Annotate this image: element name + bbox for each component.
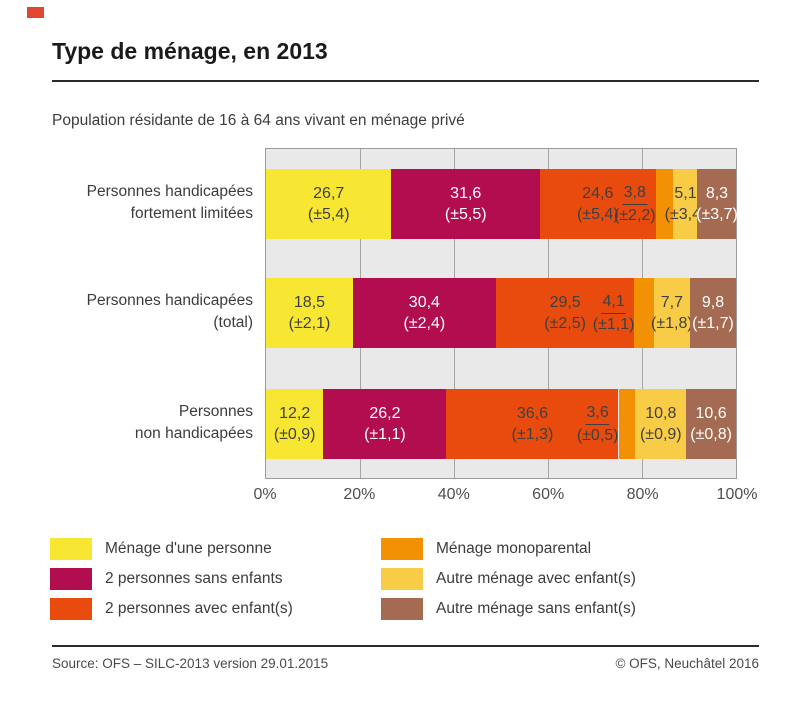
legend-label: 2 personnes sans enfants [105,570,283,587]
bar-row: 18,5 (±2,1) 30,4 (±2,4) 29,5 (±2,5) 4,1 (±1,1) 7… [266,278,736,348]
x-axis-tick: 100% [716,486,758,503]
bar-segment [697,169,737,239]
segment-value-label: 3,8 (±2,2) [613,184,656,224]
bar-segment [686,389,736,459]
segment-value-label: 10,6 (±0,8) [690,405,732,443]
x-axis-tick: 0% [253,486,277,503]
segment-value-label: 36,6 (±1,3) [511,405,554,443]
category-labels: Personnes handicapées fortement limitées P… [0,148,253,479]
segment-value-label: 5,1 (±3,4) [664,185,707,223]
segment-value-label: 18,5 (±2,1) [288,294,331,332]
x-axis-tick: 20% [343,486,376,503]
segment-value-label: 26,2 (±1,1) [364,405,406,443]
bar-segment [689,278,736,348]
legend-swatch [381,598,423,620]
legend-swatch [381,538,423,560]
segment-value-label: 4,1 (±1,1) [592,293,635,333]
legend-label: Autre ménage sans enfant(s) [436,600,636,617]
bar-row: 26,7 (±5,4) 31,6 (±5,5) 24,6 (±5,4) 3,8 (±2,2) 5… [266,169,738,239]
bar-segment [673,169,698,239]
bar-segment [391,169,540,239]
legend-item: Autre ménage sans enfant(s) [381,598,636,620]
legend-item: 2 personnes sans enfants [50,568,283,590]
segment-value-label: 12,2 (±0,9) [273,405,316,443]
legend-item: 2 personnes avec enfant(s) [50,598,293,620]
x-axis-tick: 80% [626,486,659,503]
legend-swatch [50,538,92,560]
segment-value-label: 24,6 (±5,4) [576,185,619,223]
footer-divider [52,645,759,647]
plot-area: 26,7 (±5,4) 31,6 (±5,5) 24,6 (±5,4) 3,8 (±2,2) 5… [265,148,738,479]
bar-segment [655,169,674,239]
x-axis-tick: 60% [532,486,565,503]
bar-segment [653,278,690,348]
title-divider [52,80,759,82]
bar-segment [634,278,654,348]
legend-item: Ménage monoparental [381,538,591,560]
segment-value-label: 31,6 (±5,5) [444,185,487,223]
legend-label: Ménage d'une personne [105,540,272,557]
bar-segment [266,278,353,348]
bar-row: 12,2 (±0,9) 26,2 (±1,1) 36,6 (±1,3) 3,6 (±0,5) 1… [266,389,736,459]
legend-swatch [381,568,423,590]
bar-segment [266,389,324,459]
legend-item: Ménage d'une personne [50,538,272,560]
bar-segment [635,389,687,459]
category-label: Personnes handicapées fortement limitées [86,183,253,222]
chart-title: Type de ménage, en 2013 [52,38,328,64]
segment-value-label: 29,5 (±2,5) [544,294,586,332]
chart-subtitle: Population résidante de 16 à 64 ans viva… [52,112,465,129]
bar-segment [266,169,392,239]
x-axis: 0% 20% 40% 60% 80% 100% [253,486,757,506]
segment-value-label: 3,6 (±0,5) [576,404,619,444]
segment-value-label: 30,4 (±2,4) [403,294,446,332]
ofs-red-square-logo [27,7,44,18]
segment-value-label: 10,8 (±0,9) [639,405,682,443]
bar-segment [323,389,447,459]
x-axis-tick: 40% [437,486,470,503]
legend-swatch [50,568,92,590]
copyright-note: © OFS, Neuchâtel 2016 [615,656,759,671]
legend-swatch [50,598,92,620]
legend-label: Ménage monoparental [436,540,592,557]
legend-label: 2 personnes avec enfant(s) [105,600,293,617]
bar-segment [618,389,636,459]
source-note: Source: OFS – SILC-2013 version 29.01.20… [52,656,329,671]
segment-value-label: 9,8 (±1,7) [692,294,734,332]
legend-item: Autre ménage avec enfant(s) [381,568,636,590]
category-label: Personnes handicapées (total) [86,292,253,331]
segment-value-label: 26,7 (±5,4) [307,185,350,223]
segment-value-label: 8,3 (±3,7) [696,185,738,223]
bar-segment [352,278,496,348]
segment-value-label: 7,7 (±1,8) [651,294,693,332]
legend-label: Autre ménage avec enfant(s) [436,570,636,587]
category-label: Personnes non handicapées [134,403,253,442]
